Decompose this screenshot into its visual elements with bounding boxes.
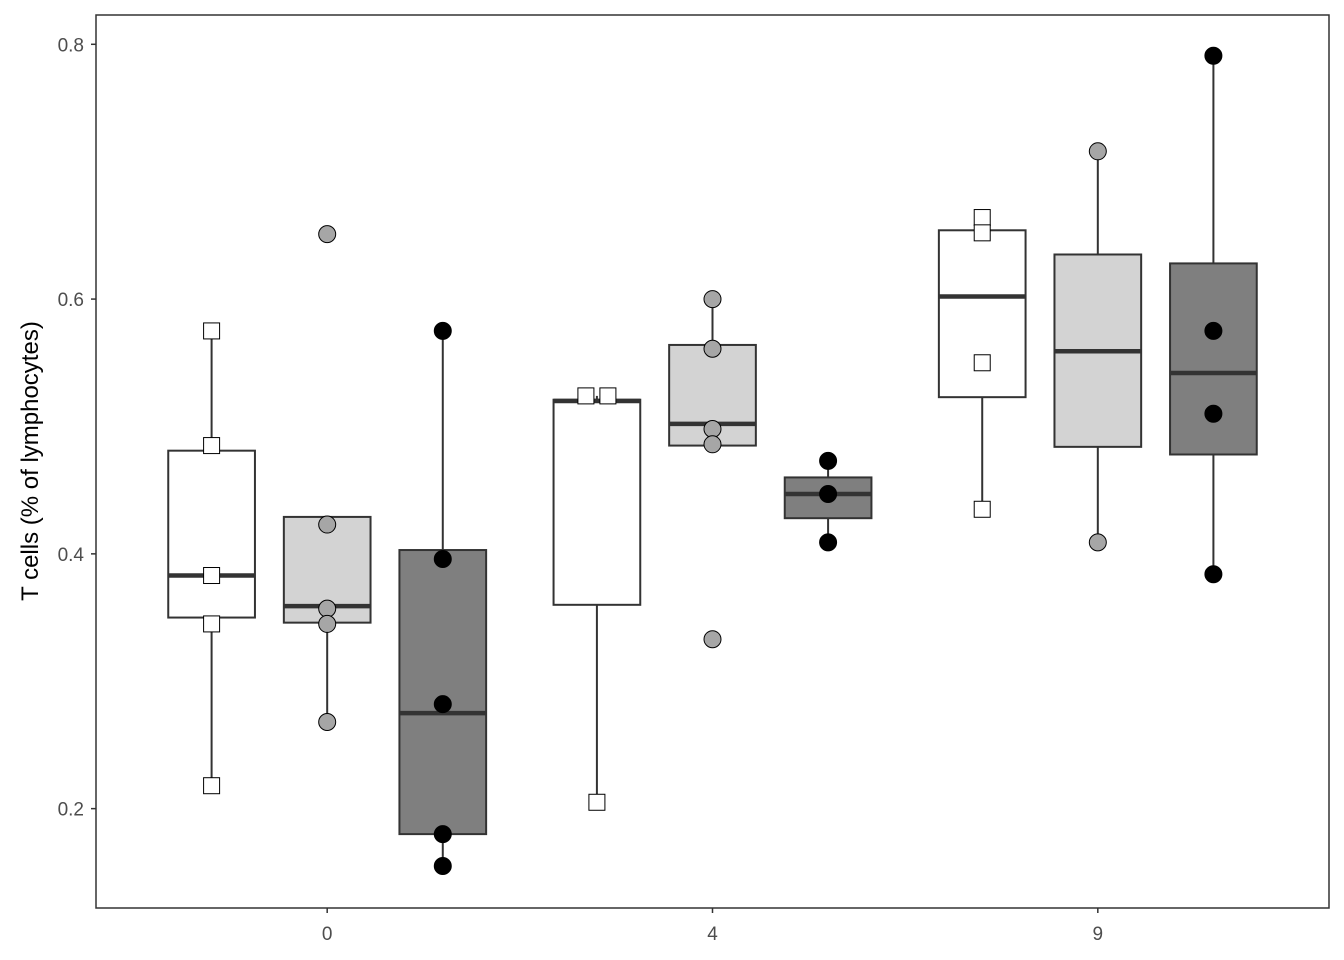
data-point-circle	[1204, 404, 1223, 423]
data-point-circle	[318, 599, 337, 618]
data-point-circle	[703, 435, 722, 454]
x-tick-label: 9	[1093, 924, 1104, 945]
data-point-circle	[819, 533, 838, 552]
data-point-circle	[433, 549, 452, 568]
y-axis: 0.2 0.4 0.6 0.8	[58, 35, 96, 821]
data-point-circle	[433, 695, 452, 714]
data-point-square	[203, 777, 221, 795]
data-point-circle	[819, 451, 838, 470]
box-group	[937, 217, 1027, 510]
data-point-circle	[819, 484, 838, 503]
data-point-circle	[318, 515, 337, 534]
data-point-square	[203, 322, 221, 340]
data-point-square	[588, 793, 606, 811]
data-point-square	[599, 387, 617, 405]
x-tick-label: 4	[707, 924, 718, 945]
x-tick-label: 0	[322, 924, 333, 945]
box-iqr	[1169, 262, 1258, 456]
plot-panel	[95, 14, 1330, 909]
box-iqr	[167, 449, 256, 619]
box-iqr	[937, 229, 1027, 399]
data-point-circle	[703, 290, 722, 309]
data-point-circle	[433, 856, 452, 875]
data-point-square	[203, 437, 221, 455]
data-point-circle	[703, 339, 722, 358]
box-iqr	[398, 549, 488, 836]
data-point-circle	[1088, 533, 1107, 552]
box-iqr	[552, 398, 642, 606]
data-point-circle	[318, 713, 337, 732]
box-group	[552, 395, 642, 803]
y-tick-label: 0.6	[58, 290, 84, 311]
data-point-square	[203, 615, 221, 633]
data-point-circle	[318, 614, 337, 633]
data-point-circle	[433, 321, 452, 340]
points-layer	[203, 46, 1223, 875]
data-point-circle	[1204, 565, 1223, 584]
data-point-circle	[1204, 321, 1223, 340]
y-tick-label: 0.8	[58, 35, 84, 56]
data-point-circle	[1088, 142, 1107, 161]
data-point-square	[973, 209, 991, 227]
data-point-square	[203, 567, 221, 585]
box-group	[167, 330, 256, 786]
y-tick-label: 0.2	[58, 800, 84, 821]
x-axis: 0 4 9	[322, 908, 1103, 945]
box-group	[398, 330, 488, 866]
data-point-circle	[433, 825, 452, 844]
data-point-circle	[1204, 46, 1223, 65]
data-point-square	[973, 500, 991, 518]
y-tick-label: 0.4	[58, 545, 85, 566]
data-point-square	[973, 224, 991, 242]
data-point-circle	[318, 225, 337, 244]
box-group	[1053, 151, 1143, 543]
data-point-square	[577, 387, 595, 405]
boxes-layer	[167, 55, 1258, 866]
data-point-square	[973, 354, 991, 372]
plot-border	[95, 14, 1330, 909]
data-point-circle	[703, 420, 722, 439]
data-point-circle	[703, 630, 722, 649]
y-axis-title: T cells (% of lymphocytes)	[17, 321, 44, 601]
